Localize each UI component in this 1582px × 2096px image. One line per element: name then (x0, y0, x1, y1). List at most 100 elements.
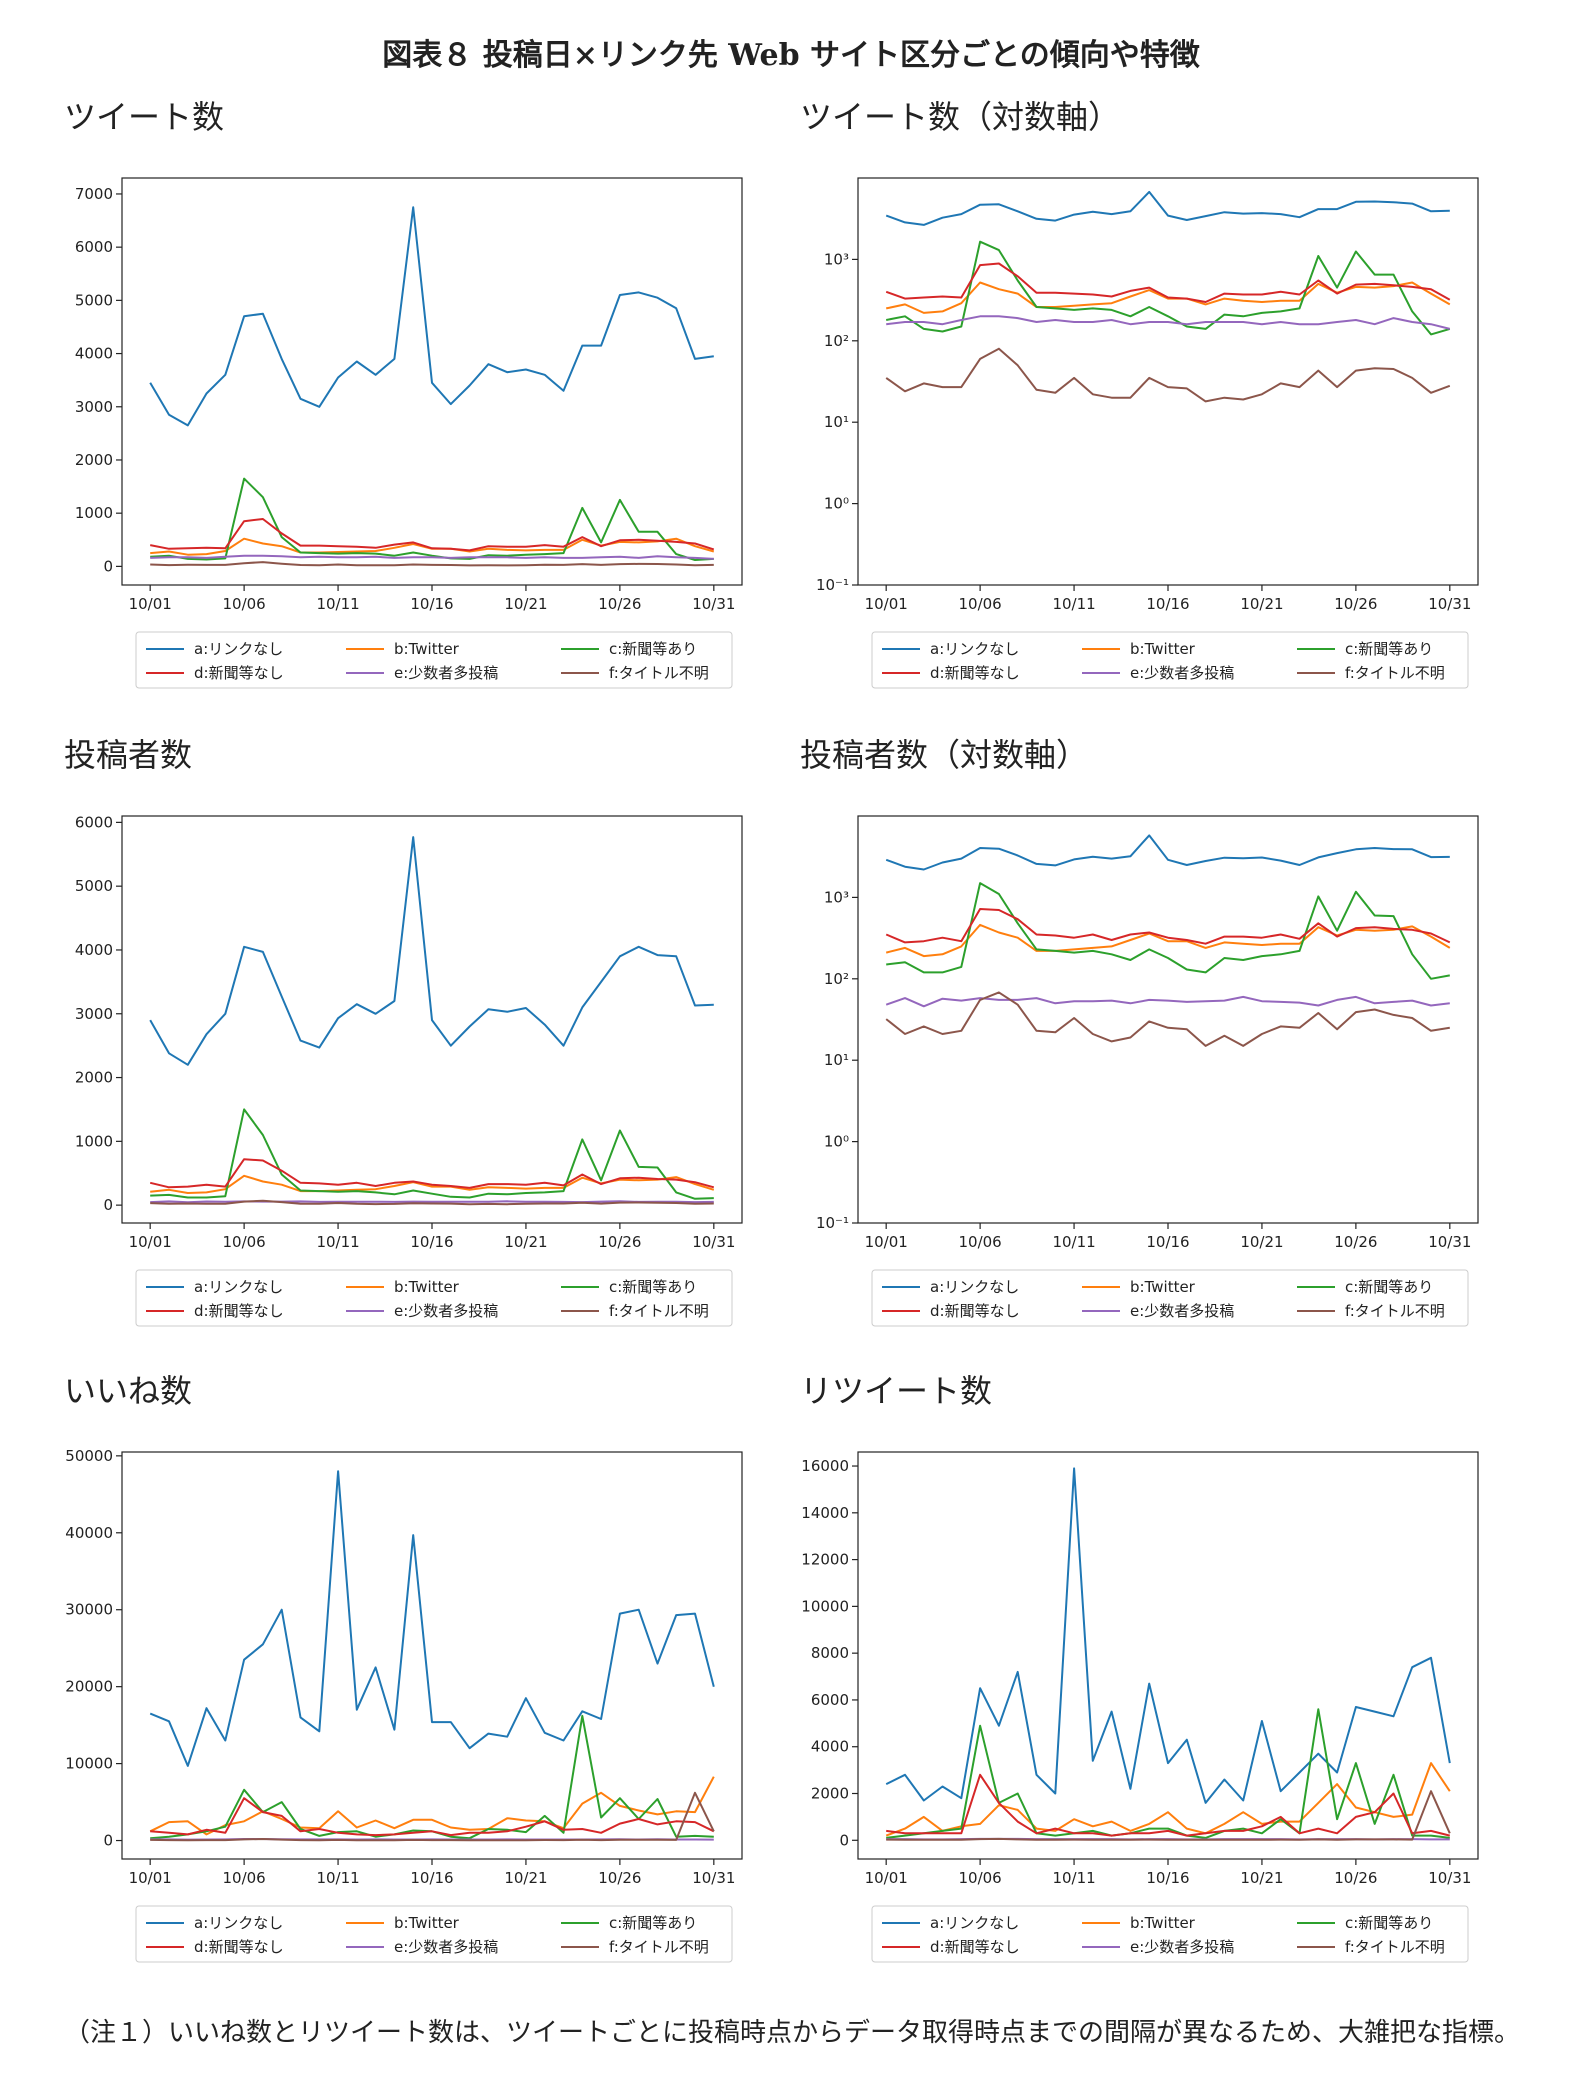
series-line-3 (885, 262, 1451, 303)
legend-label: d:新聞等なし (194, 1938, 284, 1956)
legend-label: b:Twitter (1130, 1278, 1196, 1296)
series-line-0 (149, 1470, 715, 1767)
series-line-4 (886, 315, 1451, 330)
x-tick-label: 10/11 (316, 595, 359, 613)
x-tick-label: 10/06 (223, 1233, 266, 1251)
legend-label: c:新聞等あり (1345, 640, 1433, 658)
x-tick-label: 10/31 (1428, 595, 1471, 613)
series-line-0 (885, 1467, 1451, 1804)
x-tick-label: 10/26 (598, 595, 641, 613)
y-tick-label: 10⁻¹ (816, 576, 849, 594)
series-line-1 (885, 281, 1451, 314)
x-tick-label: 10/01 (865, 1869, 908, 1887)
legend-label: d:新聞等なし (930, 664, 1020, 682)
x-tick-label: 10/16 (1146, 595, 1189, 613)
series-line-5 (150, 1791, 715, 1842)
x-tick-label: 10/21 (504, 1233, 547, 1251)
series-line-0 (885, 190, 1450, 226)
y-tick-label: 3000 (75, 1005, 113, 1023)
y-tick-label: 2000 (75, 451, 113, 469)
legend-label: e:少数者多投稿 (1130, 664, 1234, 682)
panel-title: リツイート数 (800, 1372, 993, 1410)
x-tick-label: 10/31 (1428, 1233, 1471, 1251)
legend-label: e:少数者多投稿 (394, 1938, 498, 1956)
chart-panel-likes: いいね数 0 10000 20000 30000 40000 50000 10/01 10/0… (62, 1366, 822, 2006)
legend-label: f:タイトル不明 (609, 1938, 709, 1956)
panel-title: ツイート数（対数軸） (800, 98, 1121, 136)
legend-label: f:タイトル不明 (609, 664, 709, 682)
plot-frame (857, 177, 1479, 586)
chart-panel-tweets: ツイート数 0 1000 2000 3000 4000 5000 6000 7000 10/01… (62, 92, 822, 732)
x-tick-label: 10/31 (692, 595, 735, 613)
x-tick-label: 10/26 (1334, 595, 1377, 613)
series-line-4 (150, 554, 714, 560)
x-tick-label: 10/31 (692, 1869, 735, 1887)
legend-label: a:リンクなし (194, 1278, 283, 1296)
series-line-2 (886, 240, 1451, 336)
x-tick-label: 10/01 (129, 1869, 172, 1887)
y-tick-label: 6000 (75, 238, 113, 256)
panel-title: 投稿者数 (64, 736, 193, 774)
series-line-1 (885, 923, 1451, 958)
y-tick-label: 16000 (801, 1457, 849, 1475)
legend-label: e:少数者多投稿 (394, 664, 498, 682)
y-tick-label: 10000 (65, 1755, 113, 1773)
y-tick-label: 0 (103, 1196, 113, 1214)
legend-label: e:少数者多投稿 (394, 1302, 498, 1320)
y-tick-label: 30000 (65, 1601, 113, 1619)
chart-svg: 0 1000 2000 3000 4000 5000 6000 10/01 10/06 10/11… (75, 813, 743, 1327)
legend-label: b:Twitter (394, 640, 460, 658)
legend-label: f:タイトル不明 (609, 1302, 709, 1320)
legend-label: c:新聞等あり (1345, 1914, 1433, 1932)
legend-label: c:新聞等あり (609, 1278, 697, 1296)
legend-label: b:Twitter (1130, 1914, 1196, 1932)
chart-svg: 0 10000 20000 30000 40000 50000 10/01 10/06 10/1… (65, 1447, 743, 1963)
chart-panel-tweets-log: ツイート数（対数軸） 10⁻¹ 10⁰ 10¹ 10² 10³ 10/01 10/06 10/… (798, 92, 1558, 732)
chart-panel-posters-log: 投稿者数（対数軸） 10⁻¹ 10⁰ 10¹ 10² 10³ 10/01 10/06 10/1… (798, 730, 1558, 1370)
y-tick-label: 10⁻¹ (816, 1214, 849, 1232)
y-tick-label: 8000 (811, 1644, 849, 1662)
y-tick-label: 10⁰ (824, 495, 849, 513)
series-line-5 (885, 991, 1450, 1047)
x-tick-label: 10/26 (598, 1869, 641, 1887)
series-line-3 (885, 908, 1451, 945)
series-line-1 (149, 1776, 715, 1836)
series-line-5 (150, 1199, 714, 1206)
x-tick-label: 10/06 (959, 1869, 1002, 1887)
y-tick-label: 12000 (801, 1551, 849, 1569)
x-tick-label: 10/06 (959, 1233, 1002, 1251)
x-tick-label: 10/21 (504, 595, 547, 613)
y-tick-label: 40000 (65, 1524, 113, 1542)
y-tick-label: 50000 (65, 1447, 113, 1465)
x-tick-label: 10/16 (1146, 1233, 1189, 1251)
legend-label: a:リンクなし (194, 640, 283, 658)
y-tick-label: 10¹ (824, 1051, 849, 1069)
chart-svg: 0 2000 4000 6000 8000 10000 12000 14000 16000 10/… (801, 1451, 1479, 1963)
x-tick-label: 10/16 (410, 1869, 453, 1887)
series-line-5 (150, 561, 714, 567)
y-tick-label: 5000 (75, 291, 113, 309)
legend-label: a:リンクなし (194, 1914, 283, 1932)
x-tick-label: 10/31 (1428, 1869, 1471, 1887)
y-tick-label: 10000 (801, 1597, 849, 1615)
series-line-0 (149, 836, 714, 1066)
series-line-3 (150, 1797, 715, 1837)
x-tick-label: 10/11 (1052, 1233, 1095, 1251)
series-line-2 (150, 477, 714, 561)
y-tick-label: 6000 (811, 1691, 849, 1709)
legend-label: a:リンクなし (930, 640, 1019, 658)
series-line-5 (885, 347, 1451, 403)
chart-svg: 10⁻¹ 10⁰ 10¹ 10² 10³ 10/01 10/06 10/11 10/16 10/2… (816, 815, 1479, 1327)
y-tick-label: 4000 (75, 345, 113, 363)
series-line-4 (885, 995, 1450, 1008)
x-tick-label: 10/11 (1052, 595, 1095, 613)
y-tick-label: 14000 (801, 1504, 849, 1522)
series-line-1 (885, 1762, 1451, 1837)
y-tick-label: 5000 (75, 877, 113, 895)
series-line-2 (886, 882, 1450, 980)
plot-frame (121, 1451, 743, 1860)
x-tick-label: 10/01 (865, 1233, 908, 1251)
legend-label: f:タイトル不明 (1345, 664, 1445, 682)
y-tick-label: 1000 (75, 504, 113, 522)
y-tick-label: 20000 (65, 1678, 113, 1696)
